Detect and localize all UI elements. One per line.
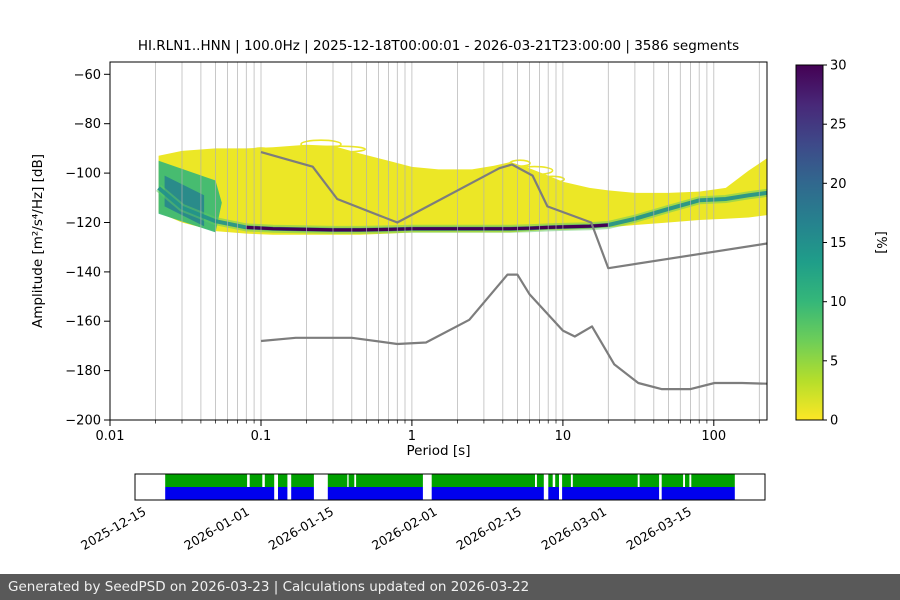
footer-bar: Generated by SeedPSD on 2026-03-23 | Cal… [0,574,900,600]
ppsd-plot-canvas: 0.01 0.1 1 10 100−60−80−100−120−140−160−180−… [65,59,888,553]
outlier-contour [509,159,531,167]
colorbar-tick-label: 20 [830,177,847,192]
coverage-segment-blue [562,487,660,500]
coverage-date-label: 2025-12-15 [78,504,148,553]
y-tick-label: −120 [65,216,101,231]
coverage-segment-blue [291,487,314,500]
coverage-segment-green [536,474,544,487]
nlnm-line [260,273,768,391]
coverage-segment-green [278,474,288,487]
y-tick-label: −80 [74,117,101,132]
outlier-contour [300,139,342,149]
y-tick-label: −100 [65,167,101,182]
density-body [158,144,767,235]
coverage-border [134,473,766,501]
colorbar-tick-label: 0 [830,414,838,429]
y-tick-label: −180 [65,364,101,379]
coverage-segment-green [661,474,684,487]
noise-models [260,151,768,391]
coverage-segment-blue [165,487,275,500]
colorbar-tick-label: 5 [830,354,838,369]
outlier-contour [312,145,367,153]
coverage-segment-green [348,474,355,487]
y-axis-ticks: −60 −80 −100 −120 −140 −160 −180 −200 [65,68,110,429]
coverage-segment-green [431,474,535,487]
coverage-segment-green [291,474,314,487]
coverage-segment-green [562,474,571,487]
coverage-segment-green [685,474,690,487]
plot-frame [109,61,768,421]
coverage-segment-blue [278,487,288,500]
footer-text: Generated by SeedPSD on 2026-03-23 | Cal… [8,579,530,595]
coverage-segment-blue [327,487,423,500]
colorbar-tick-label: 10 [830,295,847,310]
coverage-segment-green [691,474,735,487]
coverage-segment-blue [548,487,559,500]
outlier-contour [539,175,566,184]
nhnm-line [260,151,768,270]
coverage-segment-green [572,474,638,487]
coverage-segment-green [639,474,660,487]
x-tick-label: 0.1 [251,429,272,444]
colorbar [795,64,824,421]
x-axis-label: Period [s] [406,443,471,459]
colorbar-tick-label: 15 [830,236,847,251]
coverage-segment-green [548,474,553,487]
colorbar-tick-label: 25 [830,118,847,133]
x-tick-label: 10 [555,429,572,444]
y-tick-label: −140 [65,265,101,280]
chart-title: HI.RLN1..HNN | 100.0Hz | 2025-12-18T00:0… [137,38,740,54]
x-tick-label: 100 [701,429,726,444]
coverage-date-label: 2026-02-01 [369,504,439,553]
coverage-segment-green [555,474,559,487]
coverage-segment-green [249,474,263,487]
coverage-date-label: 2026-01-15 [266,504,336,553]
colorbar-axis-label: [%] [873,231,888,254]
x-axis-ticks: 0.01 0.1 1 10 100 [96,420,760,444]
outlier-contour [515,165,554,176]
coverage-timeline: 2025-12-15 2026-01-01 2026-01-15 2026-02-01… [78,473,766,553]
x-tick-label: 0.01 [96,429,125,444]
gridlines [154,62,760,420]
x-tick-label: 1 [408,429,416,444]
colorbar-tick-label: 30 [830,59,847,74]
y-tick-label: −160 [65,315,101,330]
coverage-segment-green [327,474,348,487]
coverage-segment-green [264,474,275,487]
y-tick-label: −200 [65,414,101,429]
coverage-date-label: 2026-03-01 [539,504,609,553]
coverage-date-label: 2026-02-15 [454,504,524,553]
mode-band-dark [246,223,609,232]
y-tick-label: −60 [74,68,101,83]
coverage-date-label: 2026-03-15 [624,504,694,553]
coverage-segment-green [165,474,248,487]
coverage-segment-green [356,474,423,487]
coverage-segment-blue [431,487,544,500]
coverage-segment-blue [661,487,735,500]
coverage-date-label: 2026-01-01 [181,504,251,553]
colorbar-ticks: 0 5 10 15 20 25 30 [823,59,847,429]
